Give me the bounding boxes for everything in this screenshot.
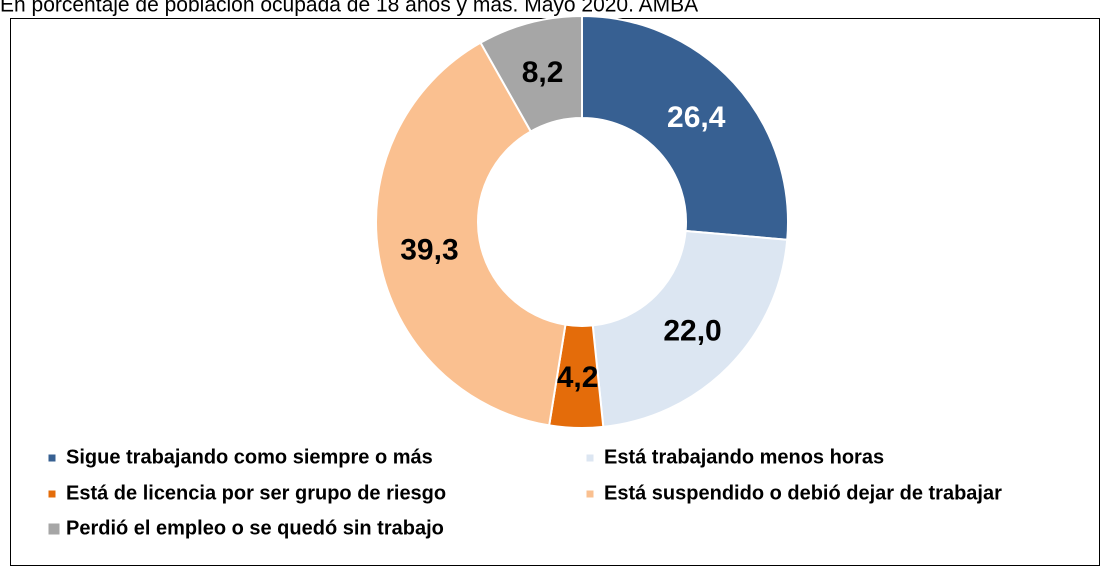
data-label: 26,4 [667,101,726,134]
legend-label: Está de licencia por ser grupo de riesgo [66,482,446,504]
data-label: 4,2 [557,361,599,394]
donut-segment [375,41,567,427]
donut-segment [479,14,583,133]
legend-swatch [586,454,594,462]
legend-swatch [586,490,594,498]
legend-swatch [48,523,60,535]
legend-label: Sigue trabajando como siempre o más [66,446,433,468]
legend-swatch [48,490,56,498]
chart-subtitle: En porcentaje de población ocupada de 18… [0,0,698,17]
legend-label: Está suspendido o debió dejar de trabaja… [604,482,1002,504]
data-label: 22,0 [663,315,721,348]
legend-label: Perdió el empleo o se quedó sin trabajo [66,517,444,539]
donut-segment [581,14,789,241]
legend-swatch [48,454,56,462]
donut-segment [591,229,789,428]
data-label: 39,3 [400,233,458,266]
data-label: 8,2 [522,56,564,89]
legend-label: Está trabajando menos horas [604,446,884,468]
